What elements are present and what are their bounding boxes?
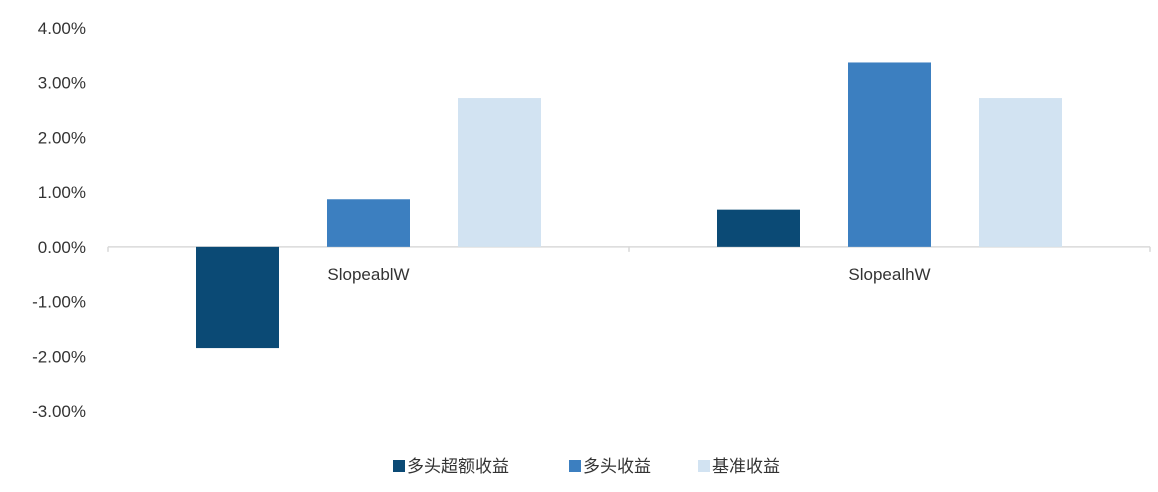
legend-swatch	[393, 460, 405, 472]
category-label: SlopealhW	[848, 265, 930, 284]
bars	[196, 62, 1062, 349]
x-axis-ticks	[107, 246, 1151, 252]
legend-label: 多头超额收益	[407, 457, 509, 476]
bar	[979, 98, 1062, 247]
category-label: SlopeablW	[327, 265, 409, 284]
y-tick-label: 1.00%	[38, 183, 86, 202]
y-tick-label: 3.00%	[38, 74, 86, 93]
legend: 多头超额收益 多头收益 基准收益	[393, 457, 780, 476]
y-axis-labels: 4.00% 3.00% 2.00% 1.00% 0.00% -1.00% -2.00% -3.…	[32, 19, 86, 421]
y-tick-label: -1.00%	[32, 293, 86, 312]
y-tick-label: 0.00%	[38, 238, 86, 257]
bar	[717, 209, 800, 247]
bar	[327, 199, 410, 247]
bar	[196, 246, 279, 349]
y-tick-label: -3.00%	[32, 402, 86, 421]
category-labels: SlopeablW SlopealhW	[327, 265, 930, 284]
y-tick-label: 2.00%	[38, 128, 86, 147]
bar	[458, 98, 541, 247]
legend-swatch	[698, 460, 710, 472]
bar	[848, 62, 931, 247]
legend-label: 多头收益	[583, 457, 651, 476]
y-tick-label: -2.00%	[32, 347, 86, 366]
y-tick-label: 4.00%	[38, 19, 86, 38]
legend-label: 基准收益	[712, 457, 780, 476]
legend-swatch	[569, 460, 581, 472]
